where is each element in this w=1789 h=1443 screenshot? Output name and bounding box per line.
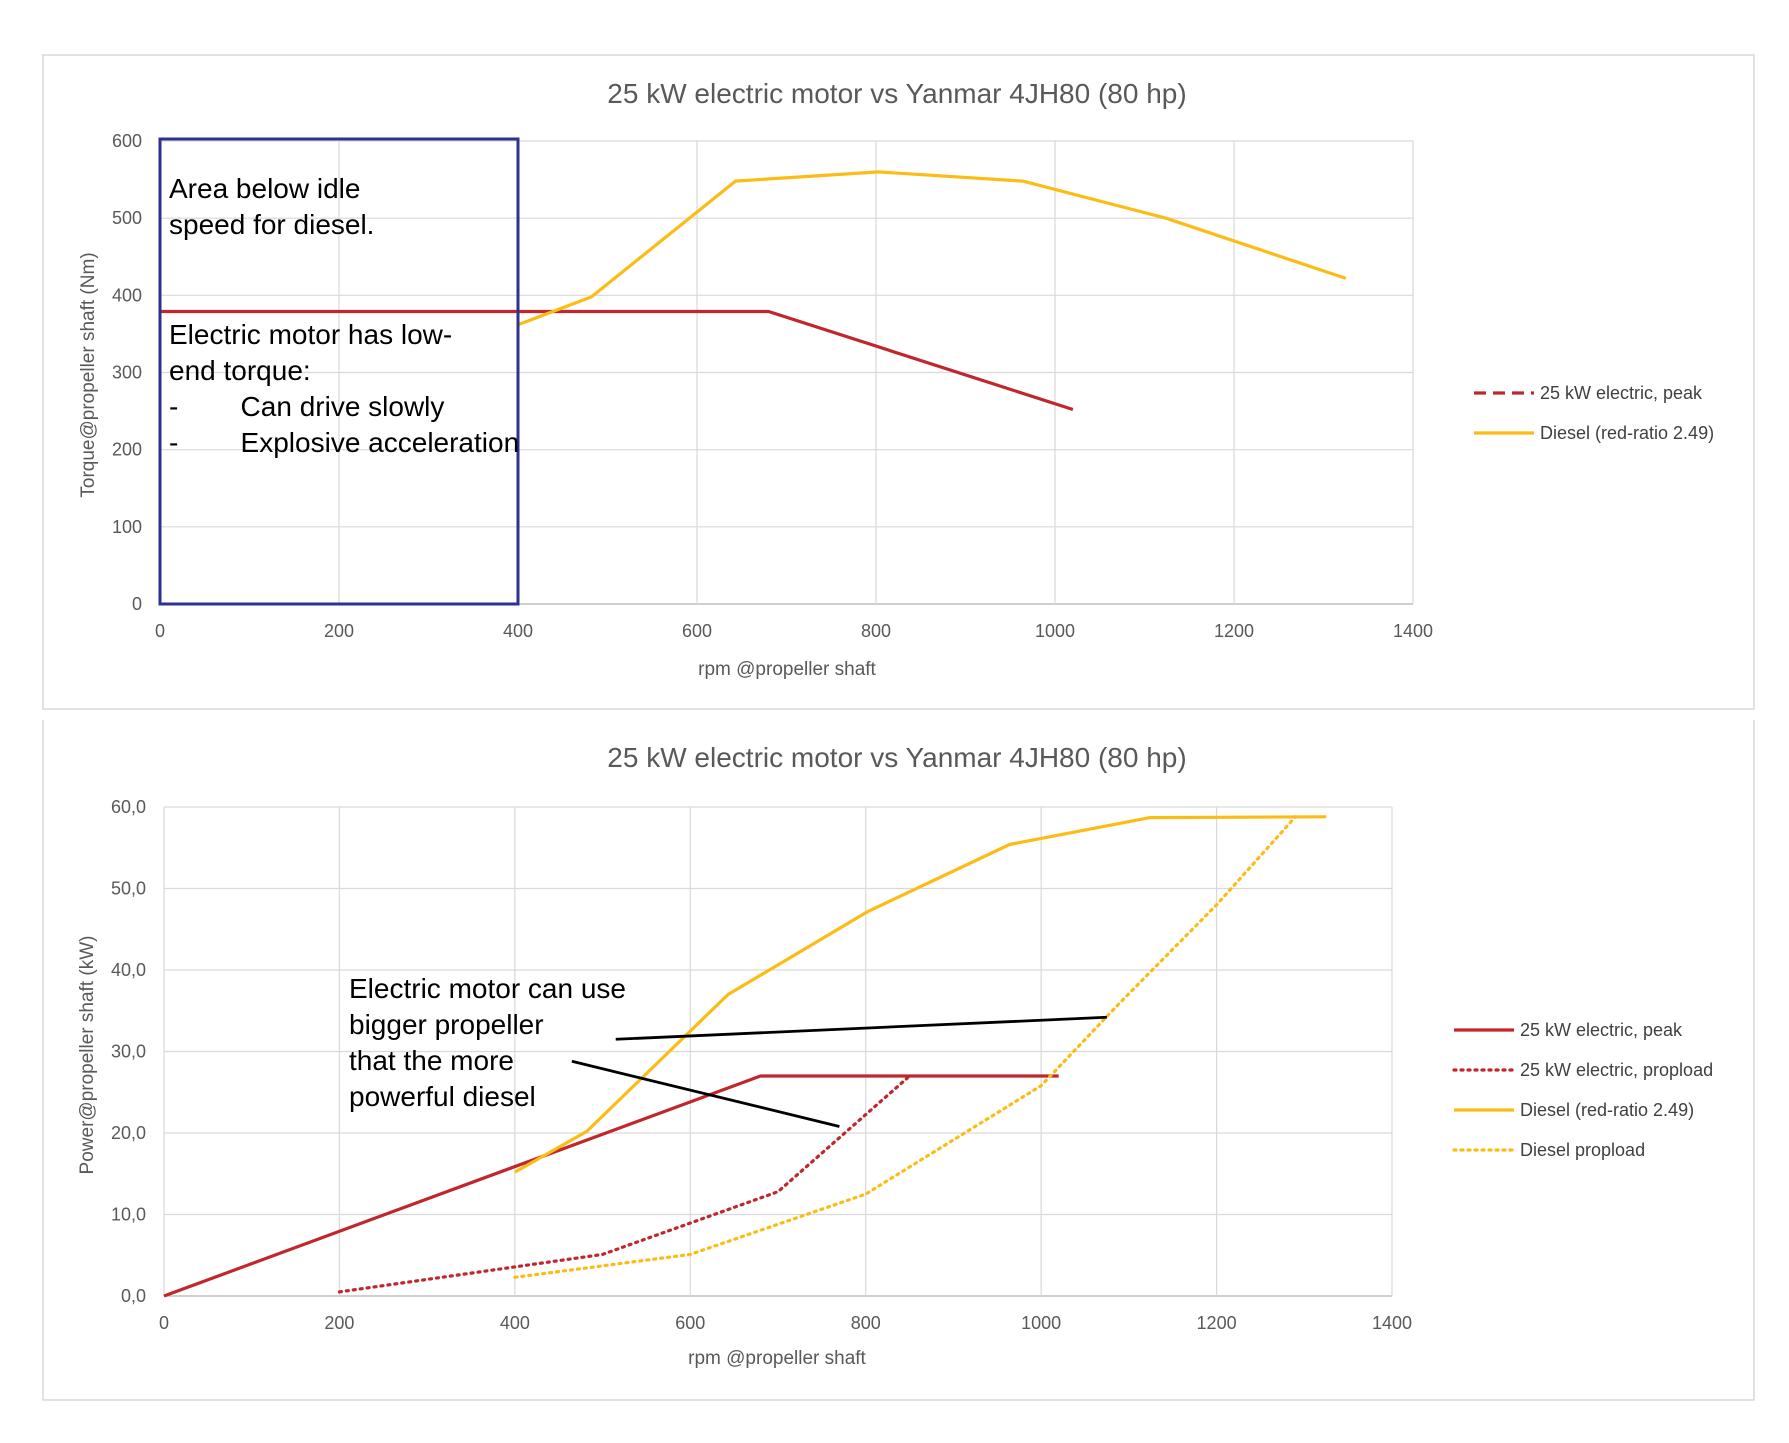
x-tick-label: 600 bbox=[675, 1313, 705, 1333]
propeller-note: Electric motor can use bigger propeller … bbox=[349, 973, 634, 1112]
x-tick-label: 1200 bbox=[1214, 621, 1254, 641]
x-tick-label: 1400 bbox=[1393, 621, 1433, 641]
x-tick-label: 800 bbox=[861, 621, 891, 641]
series-line-2 bbox=[337, 1074, 912, 1294]
x-tick-label: 1000 bbox=[1021, 1313, 1061, 1333]
idle-note-line-1: Area below idle bbox=[169, 173, 360, 204]
idle-note-line-4: Electric motor has low- bbox=[169, 319, 452, 350]
y-tick-label: 100 bbox=[112, 517, 142, 537]
idle-note-line-7: - Explosive acceleration bbox=[169, 427, 519, 458]
propeller-note-line-1: Electric motor can use bbox=[349, 973, 626, 1004]
propeller-note-pointers bbox=[571, 1015, 1107, 1128]
legend-entry: Diesel propload bbox=[1520, 1140, 1645, 1160]
series-line-1 bbox=[163, 1074, 1059, 1298]
power-series bbox=[163, 815, 1327, 1298]
y-tick-label: 50,0 bbox=[111, 879, 146, 899]
torque-x-tick-labels: 0 200 400 600 800 1000 1200 1400 bbox=[155, 621, 1433, 641]
legend-entry: Diesel (red-ratio 2.49) bbox=[1520, 1100, 1694, 1120]
torque-chart-title: 25 kW electric motor vs Yanmar 4JH80 (80… bbox=[607, 78, 1186, 109]
power-gridlines bbox=[163, 806, 1393, 1297]
power-y-axis-label: Power@propeller shaft (kW) bbox=[77, 936, 98, 1175]
y-tick-label: 10,0 bbox=[111, 1205, 146, 1225]
x-tick-label: 1200 bbox=[1197, 1313, 1237, 1333]
idle-speed-area-box bbox=[158, 137, 520, 606]
series-line-3 bbox=[514, 815, 1327, 1174]
x-tick-label: 0 bbox=[155, 621, 165, 641]
x-tick-label: 200 bbox=[324, 621, 354, 641]
x-tick-label: 0 bbox=[159, 1313, 169, 1333]
y-tick-label: 60,0 bbox=[111, 797, 146, 817]
y-tick-label: 30,0 bbox=[111, 1042, 146, 1062]
x-tick-label: 1000 bbox=[1035, 621, 1075, 641]
power-chart: 25 kW electric motor vs Yanmar 4JH80 (80… bbox=[42, 720, 1755, 1401]
propeller-note-line-3: that the more bbox=[349, 1045, 514, 1076]
torque-x-axis-label: rpm @propeller shaft bbox=[698, 659, 876, 680]
torque-legend: 25 kW electric, peak Diesel (red-ratio 2.… bbox=[1474, 383, 1714, 443]
power-legend: 25 kW electric, peak 25 kW electric, prop… bbox=[1452, 1020, 1713, 1160]
pointer-line bbox=[571, 1059, 840, 1128]
power-y-tick-labels: 0,0 10,0 20,0 30,0 40,0 50,0 60,0 bbox=[111, 797, 146, 1306]
y-tick-label: 0 bbox=[132, 594, 142, 614]
propeller-note-line-2: bigger propeller bbox=[349, 1009, 544, 1040]
y-tick-label: 200 bbox=[112, 440, 142, 460]
power-chart-frame bbox=[42, 720, 1755, 1401]
y-tick-label: 500 bbox=[112, 208, 142, 228]
legend-entry: 25 kW electric, peak bbox=[1540, 383, 1703, 403]
legend-entry: 25 kW electric, peak bbox=[1520, 1020, 1683, 1040]
power-x-tick-labels: 0 200 400 600 800 1000 1200 1400 bbox=[159, 1313, 1412, 1333]
power-chart-title: 25 kW electric motor vs Yanmar 4JH80 (80… bbox=[607, 742, 1186, 773]
y-tick-label: 40,0 bbox=[111, 960, 146, 980]
propeller-note-line-4: powerful diesel bbox=[349, 1081, 536, 1112]
y-tick-label: 0,0 bbox=[121, 1286, 146, 1306]
y-tick-label: 600 bbox=[112, 131, 142, 151]
torque-chart: 25 kW electric motor vs Yanmar 4JH80 (80… bbox=[42, 54, 1755, 710]
pointer-line bbox=[615, 1015, 1107, 1041]
x-tick-label: 400 bbox=[503, 621, 533, 641]
torque-y-axis-label: Torque@propeller shaft (Nm) bbox=[78, 252, 99, 497]
series-line-1 bbox=[160, 309, 1074, 412]
y-tick-label: 20,0 bbox=[111, 1123, 146, 1143]
power-x-axis-label: rpm @propeller shaft bbox=[688, 1348, 866, 1369]
legend-entry: 25 kW electric, propload bbox=[1520, 1060, 1713, 1080]
idle-note: Area below idle speed for diesel. Electr… bbox=[169, 173, 519, 458]
y-tick-label: 400 bbox=[112, 285, 142, 305]
series-line-2 bbox=[517, 170, 1347, 327]
x-tick-label: 200 bbox=[324, 1313, 354, 1333]
series-line-4 bbox=[513, 815, 1298, 1279]
x-tick-label: 1400 bbox=[1372, 1313, 1412, 1333]
idle-note-line-2: speed for diesel. bbox=[169, 209, 374, 240]
legend-entry: Diesel (red-ratio 2.49) bbox=[1540, 423, 1714, 443]
x-tick-label: 400 bbox=[500, 1313, 530, 1333]
torque-series bbox=[160, 170, 1347, 412]
torque-chart-frame bbox=[42, 54, 1755, 710]
x-tick-label: 600 bbox=[682, 621, 712, 641]
x-tick-label: 800 bbox=[851, 1313, 881, 1333]
torque-y-tick-labels: 0 100 200 300 400 500 600 bbox=[112, 131, 142, 614]
idle-note-line-6: - Can drive slowly bbox=[169, 391, 444, 422]
idle-note-line-5: end torque: bbox=[169, 355, 311, 386]
y-tick-label: 300 bbox=[112, 363, 142, 383]
